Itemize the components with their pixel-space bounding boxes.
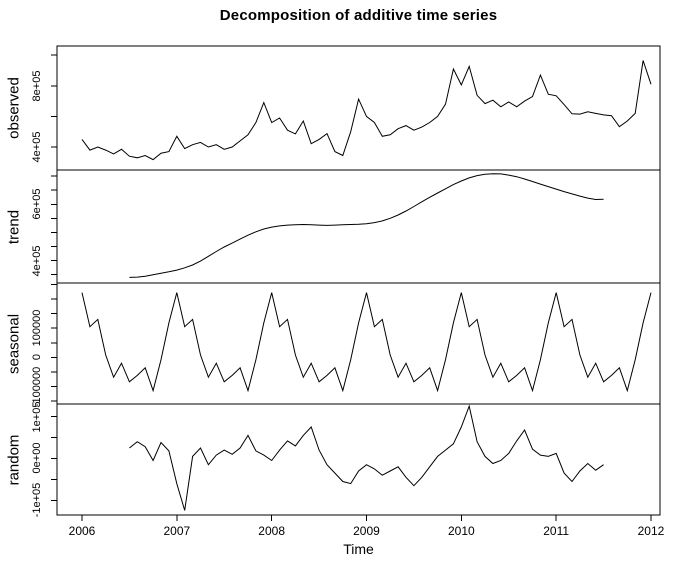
y-tick-label: -1e+05 [31, 483, 43, 518]
panel-label-observed: observed [5, 77, 23, 139]
y-tick-label: 0e+00 [31, 442, 43, 474]
y-tick-label: 0 [31, 354, 43, 361]
x-tick-label: 2010 [447, 524, 475, 538]
series-line-random [129, 404, 604, 511]
x-tick-label: 2006 [68, 524, 96, 538]
panel-label-random: random [5, 434, 23, 485]
panel-label-trend: trend [5, 209, 23, 244]
x-tick-label: 2011 [543, 524, 570, 538]
x-tick-label: 2008 [258, 524, 286, 538]
x-tick-label: 2007 [163, 524, 191, 538]
series-line-seasonal [81, 292, 652, 393]
y-tick-label: 1e+05 [31, 401, 43, 433]
chart-title: Decomposition of additive time series [219, 7, 498, 24]
series-line-observed [81, 60, 652, 161]
y-tick-label: 6e+05 [31, 188, 43, 220]
y-tick-label: 4e+05 [31, 245, 43, 276]
x-tick-label: 2012 [637, 524, 665, 538]
x-tick-label: 2009 [353, 524, 380, 538]
y-tick-label: 100000 [31, 309, 43, 347]
x-axis-title: Time [343, 541, 374, 557]
panel-label-seasonal: seasonal [5, 313, 23, 374]
y-tick-label: 4e+05 [31, 131, 43, 163]
series-line-trend [129, 173, 604, 278]
y-tick-label: 8e+05 [31, 70, 43, 102]
